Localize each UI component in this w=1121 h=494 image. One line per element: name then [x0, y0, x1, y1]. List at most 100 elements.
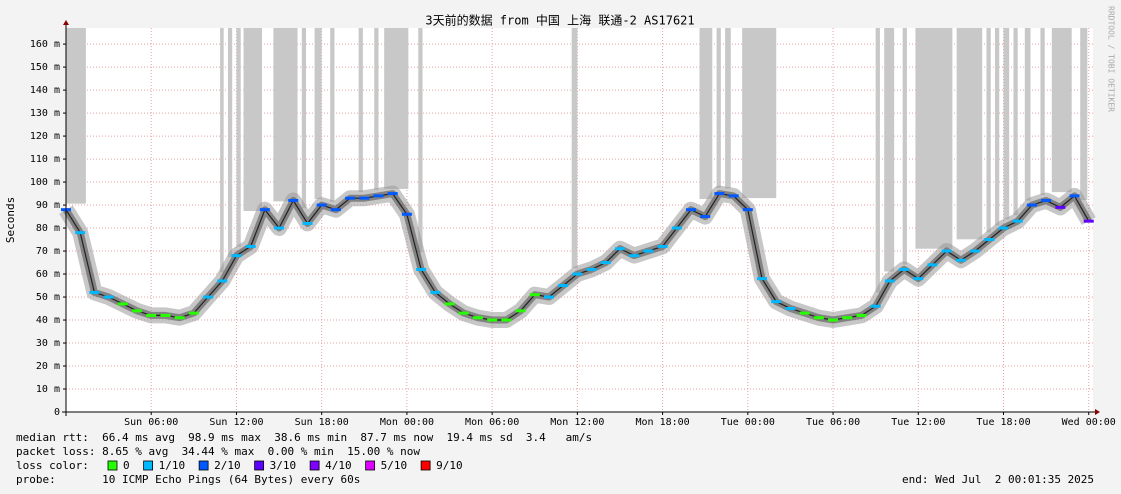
median-point	[927, 263, 938, 267]
legend-label: 2/10	[214, 459, 241, 472]
legend-swatch	[420, 460, 431, 471]
x-tick-label: Mon 00:00	[380, 417, 434, 428]
median-point	[1041, 198, 1052, 202]
x-tick-label: Tue 12:00	[891, 417, 945, 428]
median-point	[373, 194, 384, 198]
loss-bar	[1013, 28, 1018, 216]
median-point	[643, 249, 654, 253]
loss-bar	[384, 28, 409, 189]
summary-line: packet loss: 8.65 % avg 34.44 % max 0.00…	[16, 445, 420, 458]
median-point	[401, 212, 412, 216]
median-point	[515, 309, 526, 313]
median-point	[330, 208, 341, 212]
median-point	[501, 318, 512, 322]
loss-bar	[374, 28, 379, 190]
loss-bar	[699, 28, 713, 200]
median-point	[103, 295, 114, 299]
loss-bar	[1040, 28, 1045, 195]
loss-bar	[1080, 28, 1088, 200]
loss-bar	[902, 28, 907, 265]
loss-bar	[884, 28, 895, 272]
median-point	[1083, 219, 1094, 223]
y-axis-arrow	[63, 20, 69, 25]
median-point	[970, 249, 981, 253]
median-point	[288, 198, 299, 202]
y-tick-label: 60 m	[36, 269, 60, 280]
legend-swatch	[107, 460, 118, 471]
median-point	[899, 267, 910, 271]
median-point	[1055, 205, 1066, 209]
loss-bar	[1003, 28, 1010, 220]
median-point	[842, 316, 853, 320]
legend-label: 0	[123, 459, 130, 472]
median-point	[671, 226, 682, 230]
x-tick-label: Mon 18:00	[636, 417, 690, 428]
median-point	[274, 226, 285, 230]
median-point	[543, 295, 554, 299]
median-point	[813, 316, 824, 320]
loss-bar	[742, 28, 777, 199]
x-tick-label: Sun 12:00	[209, 417, 263, 428]
median-point	[316, 203, 327, 207]
median-point	[387, 192, 398, 196]
summary-line: median rtt: 66.4 ms avg 98.9 ms max 38.6…	[16, 431, 592, 444]
median-point	[89, 290, 100, 294]
loss-bar	[875, 28, 880, 293]
loss-bar	[1024, 28, 1031, 201]
median-point	[856, 313, 867, 317]
legend-label: 3/10	[270, 459, 297, 472]
median-point	[430, 290, 441, 294]
median-point	[614, 247, 625, 251]
loss-bar	[725, 28, 731, 189]
median-point	[742, 208, 753, 212]
loss-legend-label: loss color:	[16, 459, 89, 472]
legend-label: 4/10	[325, 459, 352, 472]
median-point	[955, 258, 966, 262]
median-point	[146, 313, 157, 317]
median-point	[1069, 194, 1080, 198]
median-point	[472, 316, 483, 320]
median-point	[586, 267, 597, 271]
median-point	[700, 215, 711, 219]
legend-swatch	[365, 460, 376, 471]
x-tick-label: Wed 00:00	[1062, 417, 1116, 428]
median-point	[998, 226, 1009, 230]
median-point	[188, 311, 199, 315]
median-point	[160, 313, 171, 317]
end-text: end: Wed Jul 2 00:01:35 2025	[902, 473, 1094, 486]
median-point	[828, 318, 839, 322]
y-tick-label: 90 m	[36, 200, 60, 211]
loss-bar	[956, 28, 983, 240]
median-point	[217, 279, 228, 283]
median-point	[572, 272, 583, 276]
legend-swatch	[198, 460, 209, 471]
legend-label: 9/10	[436, 459, 463, 472]
legend-label: 5/10	[381, 459, 408, 472]
x-tick-label: Sun 06:00	[124, 417, 178, 428]
probe-text: probe: 10 ICMP Echo Pings (64 Bytes) eve…	[16, 473, 360, 486]
y-tick-label: 160 m	[30, 39, 60, 50]
median-point	[302, 221, 313, 225]
loss-bar	[1051, 28, 1072, 193]
median-point	[799, 311, 810, 315]
median-point	[714, 192, 725, 196]
median-point	[487, 318, 498, 322]
median-point	[1012, 219, 1023, 223]
y-tick-label: 110 m	[30, 154, 60, 165]
y-axis-label: Seconds	[4, 197, 17, 243]
y-tick-label: 50 m	[36, 292, 60, 303]
median-point	[657, 244, 668, 248]
median-point	[771, 300, 782, 304]
y-tick-label: 100 m	[30, 177, 60, 188]
x-tick-label: Mon 06:00	[465, 417, 519, 428]
y-tick-label: 10 m	[36, 384, 60, 395]
median-point	[870, 304, 881, 308]
loss-bar	[716, 28, 721, 188]
median-point	[984, 238, 995, 242]
median-point	[231, 254, 242, 258]
x-axis-arrow	[1095, 409, 1100, 415]
y-tick-label: 150 m	[30, 62, 60, 73]
median-point	[728, 194, 739, 198]
